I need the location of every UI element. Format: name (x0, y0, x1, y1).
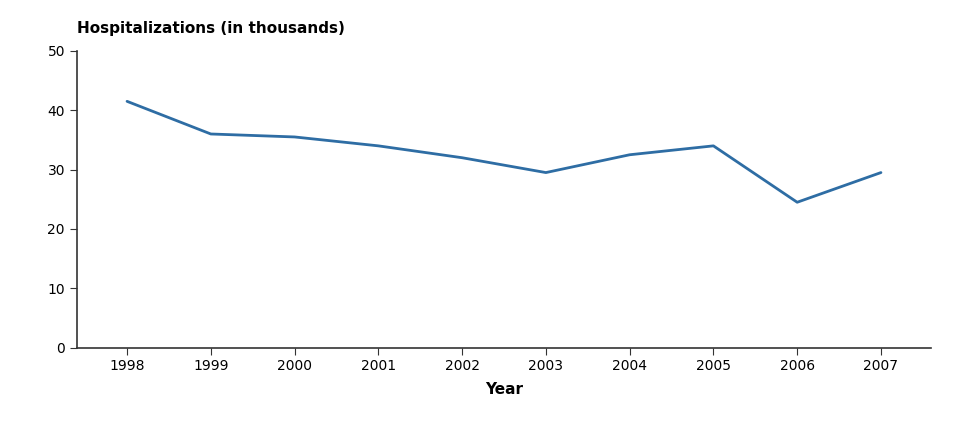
Text: Hospitalizations (in thousands): Hospitalizations (in thousands) (77, 21, 345, 36)
X-axis label: Year: Year (485, 382, 523, 397)
